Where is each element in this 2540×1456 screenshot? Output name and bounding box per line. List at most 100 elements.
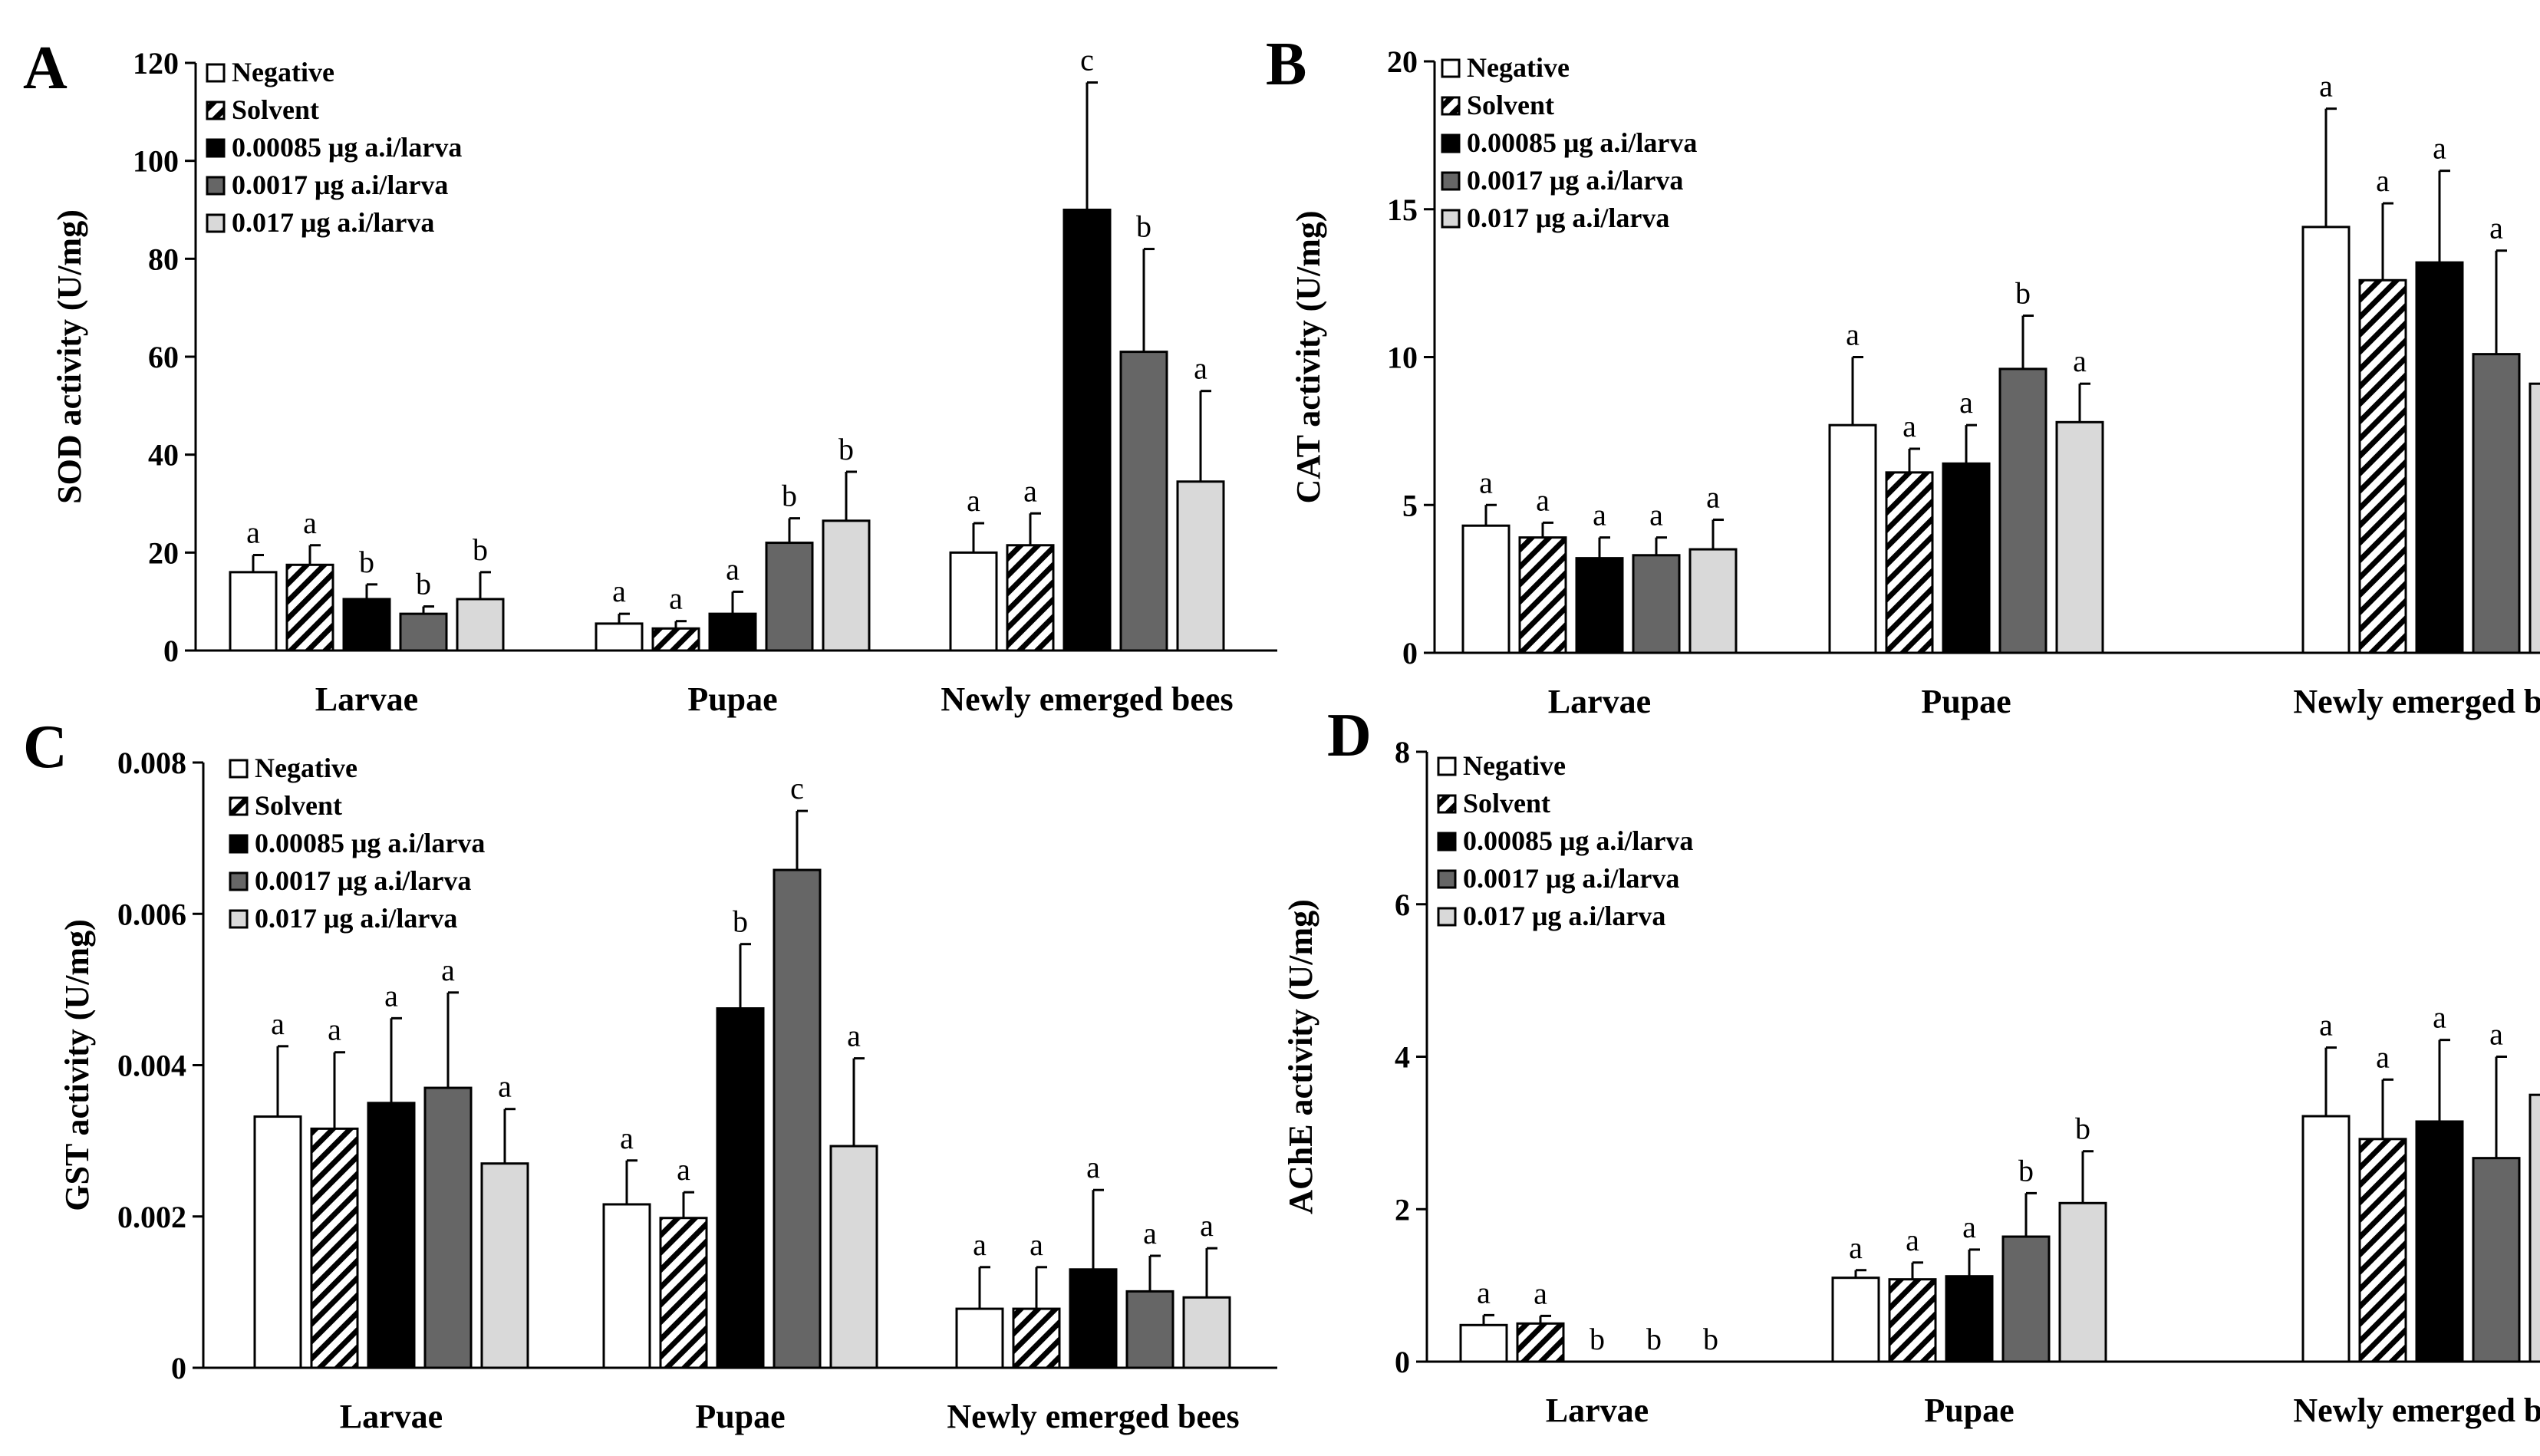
significance-letter: a [2376,1039,2390,1074]
x-category-label: Pupae [687,680,777,718]
bar [651,627,700,652]
y-tick-label: 0.004 [117,1049,186,1083]
legend-label: Solvent [1467,90,1554,120]
bar [1518,536,1567,654]
legend-swatch [229,834,249,854]
significance-letter: a [2319,69,2333,104]
y-axis-label: CAT activity (U/mg) [1290,210,1327,503]
y-tick-label: 15 [1387,193,1418,227]
bar [2415,1120,2464,1363]
y-tick-label: 5 [1402,488,1418,522]
significance-letter: a [1143,1216,1157,1250]
significance-letter: a [1906,1223,1919,1257]
x-category-label: Newly emerged bees [2293,683,2540,720]
legend-swatch [1437,794,1457,814]
significance-letter: c [790,771,804,805]
y-tick-label: 0.008 [117,746,186,780]
legend-swatch [1441,133,1461,153]
y-tick-label: 0.002 [117,1200,186,1234]
legend-swatch [229,909,249,929]
bar [342,598,391,652]
y-tick-label: 0.006 [117,897,186,931]
bar [949,551,998,652]
bar [2472,1157,2521,1363]
y-tick-label: 120 [133,46,179,81]
significance-letter: b [733,904,748,939]
legend-swatch [1437,832,1457,852]
bar [716,1007,765,1369]
legend-label: Negative [232,57,334,87]
x-category-label: Larvae [1548,683,1651,720]
significance-letter: a [271,1006,285,1041]
x-category-label: Newly emerged bees [941,680,1233,718]
bar [480,1162,529,1369]
bar [773,868,822,1369]
significance-letter: a [620,1121,634,1155]
x-category-label: Larvae [340,1398,443,1435]
bar [310,1127,359,1369]
significance-letter: c [1080,43,1094,77]
significance-letter: a [303,506,317,540]
significance-letter: a [384,978,398,1013]
significance-letter: a [2433,1000,2446,1035]
significance-letter: a [2376,163,2390,198]
significance-letter: a [1959,385,1973,420]
bar [1182,1296,1231,1369]
x-category-label: Larvae [315,680,418,718]
bar [2058,1201,2107,1363]
panel-d: D AChE activity (U/mg) 0 2 4 6 8 Larvae Pupae New… [1282,702,2540,1429]
legend-label: Solvent [1463,788,1550,819]
x-category-label: Newly emerged bees [2293,1392,2540,1429]
bar [1945,1275,1994,1363]
significance-letter: a [726,552,740,586]
bar [1888,1278,1937,1363]
bar [1632,554,1681,654]
legend-swatch [229,796,249,816]
significance-letter: a [1903,409,1916,443]
bar [955,1307,1004,1369]
y-tick-label: 20 [1387,44,1418,79]
legend-label: 0.017 μg a.i/larva [255,903,457,934]
significance-letter: a [2319,1008,2333,1043]
y-tick-label: 0 [171,1351,186,1385]
panel-letter: D [1327,702,1372,769]
legend-swatch [1441,209,1461,229]
significance-letter: a [1534,1276,1547,1310]
significance-letter: a [441,953,455,987]
panel-c: C GST activity (U/mg) 0 0.002 0.004 0.006 0.00… [23,713,1277,1435]
significance-letter: a [1200,1208,1214,1243]
legend-swatch [206,100,226,120]
bar [2415,261,2464,654]
significance-letter: b [1590,1322,1605,1356]
bar [1516,1322,1565,1363]
bar [367,1102,416,1369]
bar [765,542,814,652]
significance-letter: b [2075,1112,2090,1146]
bar [2358,1138,2407,1363]
legend-label: 0.017 μg a.i/larva [1467,203,1669,233]
legend-label: Negative [1467,52,1570,83]
panel-letter: B [1266,31,1306,98]
legend-label: Solvent [232,94,319,125]
significance-letter: a [677,1152,690,1187]
bar [2055,420,2104,654]
legend-swatch [206,63,226,83]
y-axis-label: SOD activity (U/mg) [51,209,88,504]
legend-label: 0.00085 μg a.i/larva [1467,127,1697,158]
significance-letter: a [1849,1230,1863,1265]
significance-letter: b [2018,1153,2034,1188]
bar [1575,557,1624,654]
significance-letter: a [2073,344,2087,378]
legend-label: Negative [255,753,357,783]
bar [2301,226,2351,654]
x-category-label: Pupae [695,1398,785,1435]
y-tick-label: 60 [148,340,179,374]
significance-letter: a [1536,483,1550,517]
bar [595,622,644,652]
bar [1461,524,1510,654]
bar [708,612,757,652]
legend-swatch [206,213,226,233]
significance-letter: a [498,1069,512,1104]
bar [1125,1290,1174,1369]
bar [1062,209,1112,652]
